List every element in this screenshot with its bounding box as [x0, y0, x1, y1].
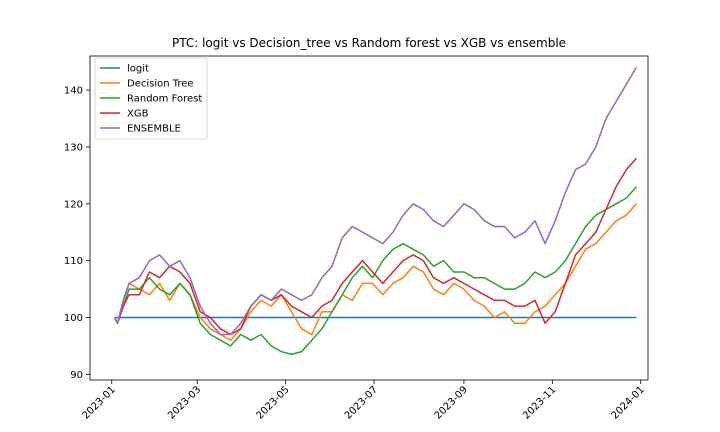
y-tick-label: 90 [70, 370, 83, 381]
y-tick-label: 140 [64, 86, 83, 97]
series-line-xgb [113, 157, 637, 336]
y-tick-label: 100 [64, 313, 83, 324]
series-line-random-forest [113, 186, 637, 356]
y-tick-label: 110 [64, 256, 83, 267]
series-line-ensemble [113, 67, 638, 336]
legend: logit Decision Tree Random Forest XGB ENSEMB… [94, 57, 208, 140]
plot-frame [89, 55, 649, 381]
y-tick-label: 120 [64, 199, 83, 210]
series-layer [113, 67, 638, 356]
legend-label: ENSEMBLE [127, 124, 181, 135]
legend-label: Random Forest [127, 94, 202, 105]
chart-title: PTC: logit vs Decision_tree vs Random fo… [172, 36, 566, 50]
legend-label: XGB [127, 109, 149, 120]
legend-box [94, 57, 208, 140]
y-tick-label: 130 [64, 142, 83, 153]
legend-label: logit [127, 64, 149, 75]
legend-label: Decision Tree [127, 79, 194, 90]
